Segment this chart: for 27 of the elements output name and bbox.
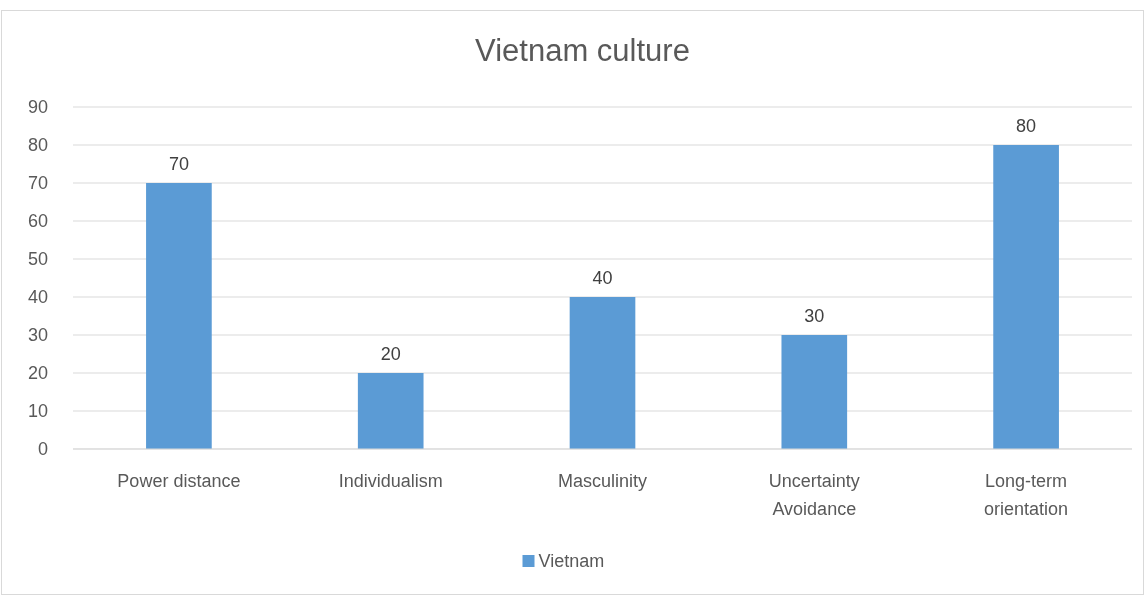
- y-tick-label: 10: [27, 401, 48, 422]
- data-label: 70: [168, 154, 189, 174]
- y-tick-label: 70: [27, 173, 48, 194]
- y-tick-label: 50: [27, 249, 48, 270]
- x-tick-label: Long-term orientation: [984, 471, 1069, 519]
- y-tick-label: 90: [27, 97, 48, 118]
- chart-title: Vietnam culture: [475, 33, 690, 68]
- bar: [993, 145, 1059, 449]
- x-tick-label: Individualism: [338, 471, 443, 491]
- data-label: 40: [592, 268, 613, 288]
- y-tick-label: 30: [27, 325, 48, 346]
- x-tick-label: Masculinity: [557, 471, 648, 491]
- y-tick-label: 40: [27, 287, 48, 308]
- x-tick-label: Power distance: [117, 471, 241, 491]
- bar: [569, 297, 636, 449]
- data-label: 20: [380, 344, 401, 364]
- y-tick-label: 60: [27, 211, 48, 232]
- y-tick-label: 0: [37, 439, 48, 460]
- bar: [781, 335, 848, 449]
- x-tick-label: Uncertainty Avoidance: [768, 471, 860, 519]
- legend-label: Vietnam: [538, 551, 605, 572]
- y-tick-label: 20: [27, 363, 48, 384]
- bar: [146, 183, 212, 449]
- y-tick-label: 80: [27, 135, 48, 156]
- bar: [357, 373, 424, 449]
- data-label: 80: [1016, 116, 1037, 136]
- data-label: 30: [804, 306, 825, 326]
